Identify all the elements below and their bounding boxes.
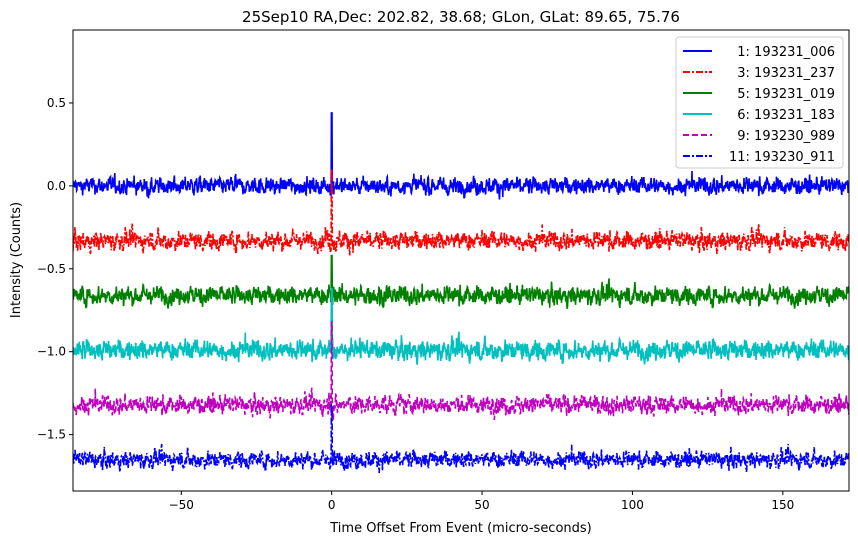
legend-label: 5: 193231_019: [737, 87, 835, 102]
series-line-5: [73, 321, 849, 422]
series-line-6: [73, 404, 849, 474]
y-tick-label: −1.5: [37, 428, 66, 442]
x-tick-label: −50: [169, 498, 194, 512]
y-tick-label: −0.5: [37, 262, 66, 276]
series-line-2: [73, 168, 849, 256]
legend-label: 1: 193231_006: [737, 45, 835, 60]
legend-label: 3: 193231_237: [737, 66, 835, 81]
x-tick-label: 150: [771, 498, 794, 512]
y-tick-label: −1.0: [37, 345, 66, 359]
series-line-4: [73, 287, 849, 365]
x-tick-label: 50: [474, 498, 489, 512]
series-line-1: [73, 112, 849, 200]
plot-frame: [72, 29, 850, 492]
legend-box: [675, 36, 844, 169]
series-layer: [73, 112, 849, 474]
x-tick-label: 0: [328, 498, 336, 512]
x-axis: −50 0 50 100 150: [169, 491, 794, 512]
x-tick-label: 100: [621, 498, 644, 512]
chart-title: 25Sep10 RA,Dec: 202.82, 38.68; GLon, GLa…: [242, 8, 680, 26]
y-axis-label: Intensity (Counts): [9, 202, 24, 318]
legend: 1: 193231_006 3: 193231_237 5: 193231_019 6…: [675, 36, 844, 169]
series-line-3: [73, 254, 849, 309]
y-axis: 0.5 0.0 −0.5 −1.0 −1.5: [37, 96, 73, 442]
legend-label: 9: 193230_989: [737, 129, 835, 144]
legend-label: 6: 193231_183: [737, 108, 835, 123]
x-axis-label: Time Offset From Event (micro-seconds): [329, 521, 592, 536]
y-tick-label: 0.0: [47, 179, 66, 193]
legend-label: 11: 193230_911: [729, 150, 835, 165]
y-tick-label: 0.5: [47, 96, 66, 110]
